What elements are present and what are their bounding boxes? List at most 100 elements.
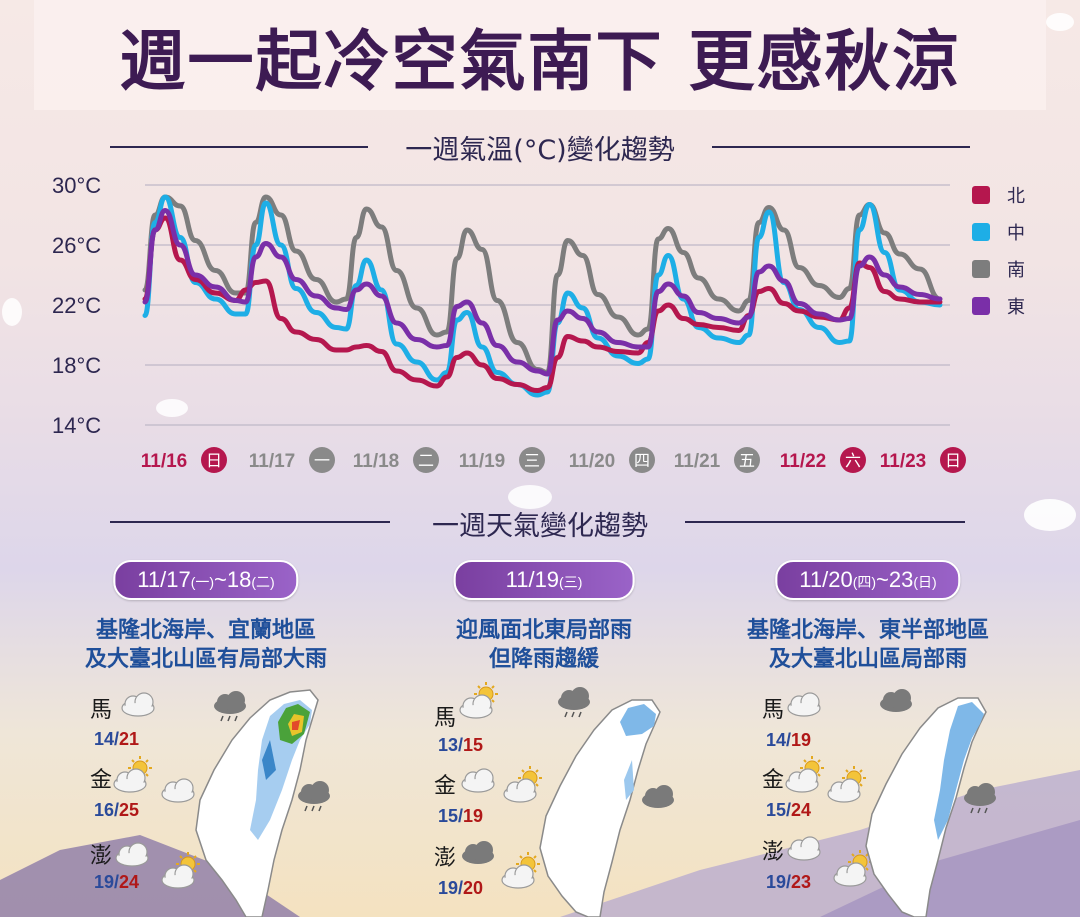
- temp-high: 19: [791, 730, 812, 750]
- rain-cloud-icon: [964, 783, 996, 813]
- taiwan-rain-map-3: [865, 697, 987, 917]
- description-line: 基隆北海岸、宜蘭地區: [95, 618, 316, 643]
- weekday-end: (二): [251, 574, 275, 590]
- weekday-badge: [201, 447, 227, 473]
- date-separator: ~: [876, 567, 889, 592]
- temp-high: 15: [463, 735, 484, 755]
- page-title: 週一起冷空氣南下 更感秋涼: [119, 23, 961, 100]
- legend-label: 中: [1007, 223, 1025, 244]
- island-label-penghu: 澎: [434, 846, 457, 871]
- description-line: 及大臺北山區有局部大雨: [84, 647, 327, 672]
- weekday-label: 三: [524, 451, 540, 470]
- partly-sunny-icon: [504, 766, 542, 802]
- weekday-start: (四): [852, 574, 877, 590]
- cloud-icon: [115, 842, 149, 867]
- date-start: 11/19: [505, 567, 560, 592]
- temp-low: 19: [438, 878, 459, 898]
- island-label-matsu: 馬: [434, 706, 457, 731]
- weekday-label: 一: [314, 451, 330, 470]
- weekday-label: 二: [418, 451, 434, 470]
- date-separator: ~: [214, 567, 227, 592]
- date-pill: 11/17(一)~18(二): [113, 560, 299, 600]
- cloud-icon: [461, 768, 495, 793]
- temp-high: 23: [791, 872, 812, 892]
- weekday-end: (日): [913, 574, 937, 590]
- temp-low: 14: [94, 729, 115, 749]
- dark-cloud-icon: [642, 785, 674, 808]
- island-temp-kinmen: 16/25: [94, 800, 140, 820]
- x-tick-date: 11/16: [141, 451, 188, 472]
- dark-cloud-icon: [462, 841, 494, 864]
- title-banner: [34, 0, 1046, 110]
- temp-low: 19: [94, 872, 115, 892]
- temp-low: 16: [94, 800, 115, 820]
- island-temp-penghu: 19/20: [438, 878, 484, 898]
- island-label-kinmen: 金: [762, 768, 785, 793]
- island-label-kinmen: 金: [90, 768, 113, 793]
- rain-cloud-icon: [214, 691, 246, 721]
- x-axis-labels: 11/16 日 11/17 一 11/18 二 11/19 三 11/20 四 11/21 五 11/2…: [141, 447, 966, 473]
- island-temp-matsu: 14/19: [766, 730, 812, 750]
- snow-flake: [2, 298, 22, 326]
- date-end: 18: [226, 567, 252, 592]
- y-tick-label: 18°C: [52, 353, 101, 378]
- x-tick-date: 11/19: [459, 451, 506, 472]
- island-temp-penghu: 19/23: [766, 872, 812, 892]
- weekday-start: (三): [559, 574, 583, 590]
- legend-label: 東: [1007, 297, 1025, 318]
- cloud-icon: [787, 692, 821, 717]
- weekday-badge: [734, 447, 760, 473]
- date-start: 11/17: [137, 567, 191, 592]
- weekday-badge: [519, 447, 545, 473]
- snow-flake: [508, 485, 552, 509]
- weekday-badge: [309, 447, 335, 473]
- forecast-description: 基隆北海岸、東半部地區 及大臺北山區局部雨: [688, 616, 1048, 674]
- legend-label: 北: [1007, 186, 1025, 207]
- weekday-label: 四: [634, 451, 650, 470]
- y-tick-label: 30°C: [52, 173, 101, 198]
- island-label-penghu: 澎: [762, 840, 785, 865]
- x-tick-date: 11/17: [249, 451, 296, 472]
- taiwan-rain-map-2: [539, 699, 661, 917]
- temp-low: 15: [766, 800, 787, 820]
- temp-section-title: 一週氣溫(°C)變化趨勢: [405, 135, 675, 166]
- y-tick-label: 14°C: [52, 413, 101, 438]
- section-divider: [110, 521, 390, 523]
- x-tick-date: 11/20: [569, 451, 616, 472]
- section-divider: [712, 146, 970, 148]
- weekday-badge: [413, 447, 439, 473]
- weekday-label: 五: [739, 451, 755, 470]
- temp-high: 20: [463, 878, 484, 898]
- date-pill: 11/20(四)~23(日): [775, 560, 961, 600]
- partly-sunny-icon: [828, 766, 866, 802]
- partly-sunny-icon: [114, 756, 152, 792]
- island-label-matsu: 馬: [90, 698, 113, 723]
- island-label-matsu: 馬: [762, 698, 785, 723]
- island-temp-kinmen: 15/24: [766, 800, 812, 820]
- snow-flake: [1024, 499, 1076, 531]
- temp-high: 24: [119, 872, 140, 892]
- x-tick-date: 11/22: [780, 451, 827, 472]
- temp-high: 19: [463, 806, 484, 826]
- description-line: 但降雨趨緩: [488, 647, 599, 672]
- snow-flake: [156, 399, 188, 417]
- section-divider: [685, 521, 965, 523]
- taiwan-rain-map-1: [195, 689, 319, 917]
- weekday-label: 日: [206, 451, 222, 470]
- legend-label: 南: [1007, 260, 1025, 281]
- island-temp-penghu: 19/24: [94, 872, 140, 892]
- date-end: 23: [888, 567, 914, 592]
- legend-swatch: [972, 297, 990, 315]
- partly-sunny-icon: [502, 852, 540, 888]
- chart-series: [142, 194, 943, 398]
- weekday-label: 日: [945, 451, 961, 470]
- weekday-badge: [940, 447, 966, 473]
- legend-swatch: [972, 186, 990, 204]
- rain-cloud-icon: [558, 687, 590, 717]
- partly-sunny-icon: [834, 850, 872, 886]
- series-line-north: [142, 215, 943, 393]
- island-temp-kinmen: 15/19: [438, 806, 484, 826]
- forecast-description: 基隆北海岸、宜蘭地區 及大臺北山區有局部大雨: [26, 616, 386, 674]
